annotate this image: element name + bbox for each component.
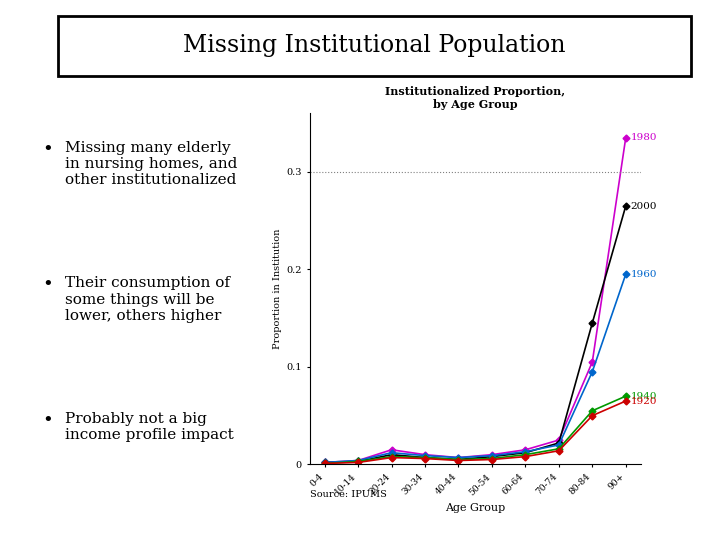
X-axis label: Age Group: Age Group (445, 503, 505, 512)
Text: Source: IPUMS: Source: IPUMS (310, 490, 387, 499)
Text: Probably not a big
income profile impact: Probably not a big income profile impact (65, 412, 233, 442)
Text: 1980: 1980 (631, 133, 657, 142)
Text: 1940: 1940 (631, 392, 657, 401)
Text: •: • (42, 141, 53, 159)
Text: Missing many elderly
in nursing homes, and
other institutionalized: Missing many elderly in nursing homes, a… (65, 141, 237, 187)
Text: Missing Institutional Population: Missing Institutional Population (183, 35, 566, 57)
Text: Their consumption of
some things will be
lower, others higher: Their consumption of some things will be… (65, 276, 230, 323)
Y-axis label: Proportion in Institution: Proportion in Institution (274, 229, 282, 349)
Text: 2000: 2000 (631, 201, 657, 211)
Text: 1920: 1920 (631, 396, 657, 406)
Text: •: • (42, 412, 53, 430)
Title: Institutionalized Proportion,
by Age Group: Institutionalized Proportion, by Age Gro… (385, 86, 565, 110)
FancyBboxPatch shape (58, 16, 691, 76)
Text: •: • (42, 276, 53, 294)
Text: 1960: 1960 (631, 270, 657, 279)
